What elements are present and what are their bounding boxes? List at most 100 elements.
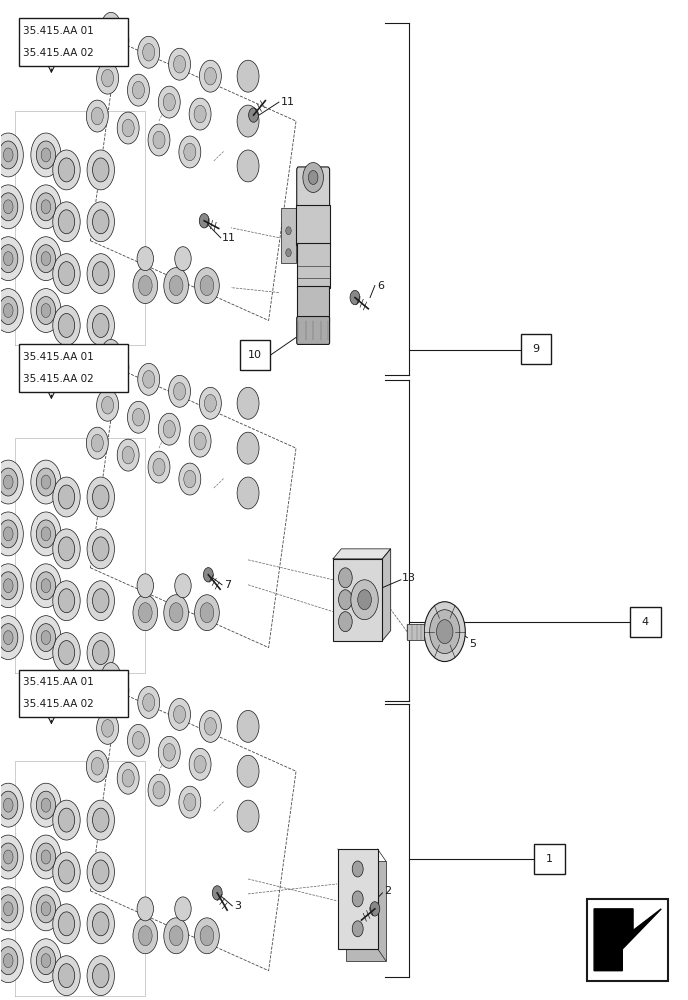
Text: 6: 6: [377, 281, 384, 291]
Circle shape: [189, 748, 211, 780]
Circle shape: [117, 112, 139, 144]
Circle shape: [286, 249, 291, 257]
Text: 4: 4: [642, 617, 649, 627]
Circle shape: [137, 574, 153, 598]
Circle shape: [92, 808, 109, 832]
Circle shape: [237, 477, 259, 509]
Circle shape: [0, 572, 18, 600]
Circle shape: [308, 171, 318, 184]
Circle shape: [87, 202, 114, 242]
Text: 11: 11: [281, 97, 295, 107]
Circle shape: [142, 43, 155, 61]
Circle shape: [127, 724, 149, 756]
Circle shape: [102, 396, 114, 414]
Circle shape: [142, 371, 155, 388]
Circle shape: [58, 158, 75, 182]
FancyBboxPatch shape: [588, 899, 668, 981]
Circle shape: [41, 304, 51, 318]
Circle shape: [41, 200, 51, 214]
Circle shape: [204, 67, 217, 85]
Text: 35.415.AA 02: 35.415.AA 02: [23, 374, 94, 384]
FancyBboxPatch shape: [19, 344, 128, 392]
Circle shape: [87, 750, 108, 782]
Circle shape: [286, 227, 291, 235]
Circle shape: [31, 185, 61, 229]
Circle shape: [0, 939, 23, 983]
Circle shape: [87, 254, 114, 294]
Circle shape: [36, 297, 56, 324]
Circle shape: [41, 798, 51, 812]
Circle shape: [36, 624, 56, 652]
Circle shape: [158, 413, 180, 445]
Circle shape: [36, 572, 56, 600]
Circle shape: [3, 850, 13, 864]
Circle shape: [58, 537, 75, 561]
Circle shape: [87, 529, 114, 569]
Circle shape: [0, 468, 18, 496]
Circle shape: [169, 375, 191, 407]
Circle shape: [36, 141, 56, 169]
Circle shape: [153, 781, 165, 799]
FancyBboxPatch shape: [407, 624, 424, 640]
Circle shape: [138, 686, 160, 718]
FancyBboxPatch shape: [297, 317, 330, 344]
Circle shape: [127, 401, 149, 433]
Text: 3: 3: [235, 901, 241, 911]
Circle shape: [195, 918, 219, 954]
Circle shape: [58, 912, 75, 936]
Circle shape: [163, 420, 175, 438]
Circle shape: [31, 939, 61, 983]
Circle shape: [58, 964, 75, 988]
Circle shape: [429, 610, 460, 654]
Circle shape: [3, 527, 13, 541]
Circle shape: [138, 363, 160, 395]
Circle shape: [175, 247, 191, 271]
Circle shape: [0, 520, 18, 548]
Circle shape: [3, 475, 13, 489]
Circle shape: [0, 141, 18, 169]
Circle shape: [351, 580, 378, 620]
Polygon shape: [383, 549, 391, 641]
Circle shape: [173, 383, 186, 400]
Circle shape: [36, 245, 56, 273]
Circle shape: [169, 603, 183, 623]
Circle shape: [87, 150, 114, 190]
Circle shape: [92, 107, 103, 125]
Circle shape: [41, 579, 51, 593]
Circle shape: [122, 119, 134, 137]
Text: 9: 9: [533, 344, 539, 354]
Circle shape: [153, 131, 165, 149]
Circle shape: [31, 289, 61, 332]
Circle shape: [58, 641, 75, 665]
Circle shape: [200, 926, 214, 946]
Circle shape: [87, 581, 114, 621]
Circle shape: [133, 268, 158, 304]
Circle shape: [53, 956, 80, 996]
Circle shape: [194, 432, 206, 450]
FancyBboxPatch shape: [19, 18, 128, 66]
Circle shape: [436, 620, 453, 644]
Circle shape: [338, 590, 352, 610]
FancyBboxPatch shape: [346, 861, 386, 961]
Circle shape: [41, 252, 51, 266]
Circle shape: [92, 210, 109, 234]
Circle shape: [237, 710, 259, 742]
Circle shape: [87, 633, 114, 673]
Circle shape: [87, 477, 114, 517]
Circle shape: [41, 148, 51, 162]
Circle shape: [92, 158, 109, 182]
FancyBboxPatch shape: [297, 243, 330, 288]
Circle shape: [200, 214, 209, 228]
Circle shape: [117, 762, 139, 794]
Circle shape: [303, 163, 323, 192]
Circle shape: [175, 574, 191, 598]
Circle shape: [92, 434, 103, 452]
Circle shape: [36, 193, 56, 221]
Circle shape: [194, 755, 206, 773]
Circle shape: [352, 891, 363, 907]
Circle shape: [53, 633, 80, 673]
Circle shape: [53, 254, 80, 294]
Circle shape: [102, 720, 114, 737]
Circle shape: [0, 193, 18, 221]
Circle shape: [58, 314, 75, 337]
